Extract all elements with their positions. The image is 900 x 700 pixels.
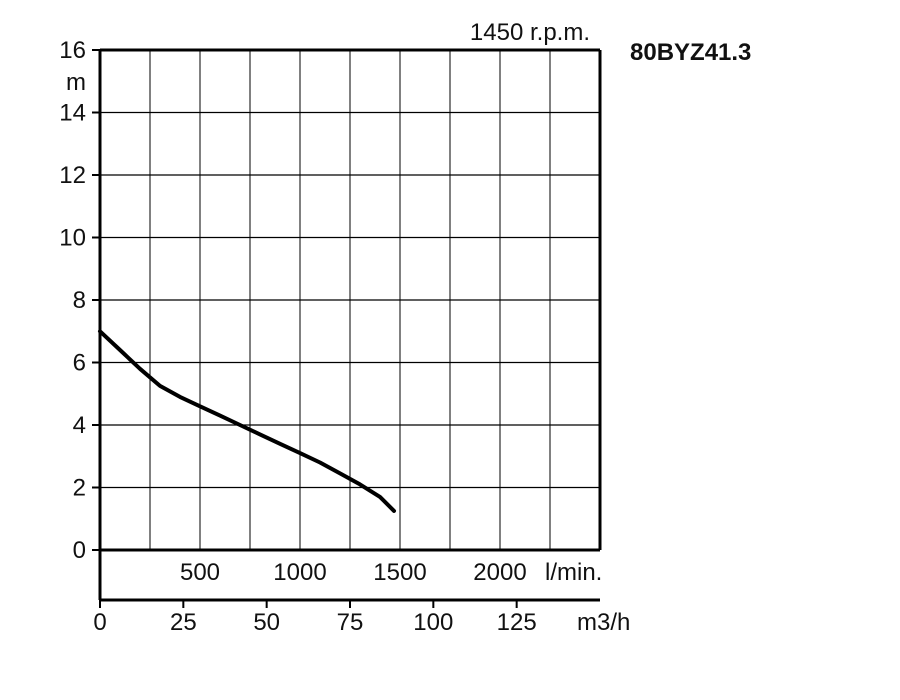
y-tick-label: 16 (59, 37, 86, 64)
plot-frame (92, 48, 602, 608)
m3h-tick-label: 100 (413, 609, 453, 636)
y-tick-label: 8 (73, 287, 86, 314)
y-tick-label: 2 (73, 475, 86, 502)
lpm-tick-label: 1500 (373, 559, 426, 586)
grid-lines (100, 50, 600, 550)
x-axis-unit-m3h: m3/h (577, 609, 630, 636)
y-tick-label: 12 (59, 162, 86, 189)
y-tick-label: 6 (73, 350, 86, 377)
m3h-tick-label: 25 (170, 609, 197, 636)
y-tick-label: 10 (59, 225, 86, 252)
head-flow-curve (98, 329, 396, 513)
lpm-tick-label: 1000 (273, 559, 326, 586)
lpm-tick-label: 500 (180, 559, 220, 586)
m3h-tick-label: 0 (93, 609, 106, 636)
speed-label: 1450 r.p.m. (470, 19, 590, 46)
m3h-tick-label: 75 (337, 609, 364, 636)
y-axis-unit: m (66, 69, 86, 96)
x-tick-labels: 500 1000 1500 2000 0 25 50 75 100 125 (93, 559, 536, 636)
y-tick-label: 0 (73, 537, 86, 564)
lpm-tick-label: 2000 (473, 559, 526, 586)
y-tick-labels: 0 2 4 6 8 10 12 14 16 (59, 37, 86, 564)
y-tick-label: 14 (59, 100, 86, 127)
model-title: 80BYZ41.3 (630, 39, 751, 66)
y-tick-label: 4 (73, 412, 86, 439)
m3h-tick-label: 125 (497, 609, 537, 636)
performance-curve-layer (98, 329, 396, 513)
x-axis-unit-lpm: l/min. (545, 559, 602, 586)
m3h-tick-label: 50 (253, 609, 280, 636)
